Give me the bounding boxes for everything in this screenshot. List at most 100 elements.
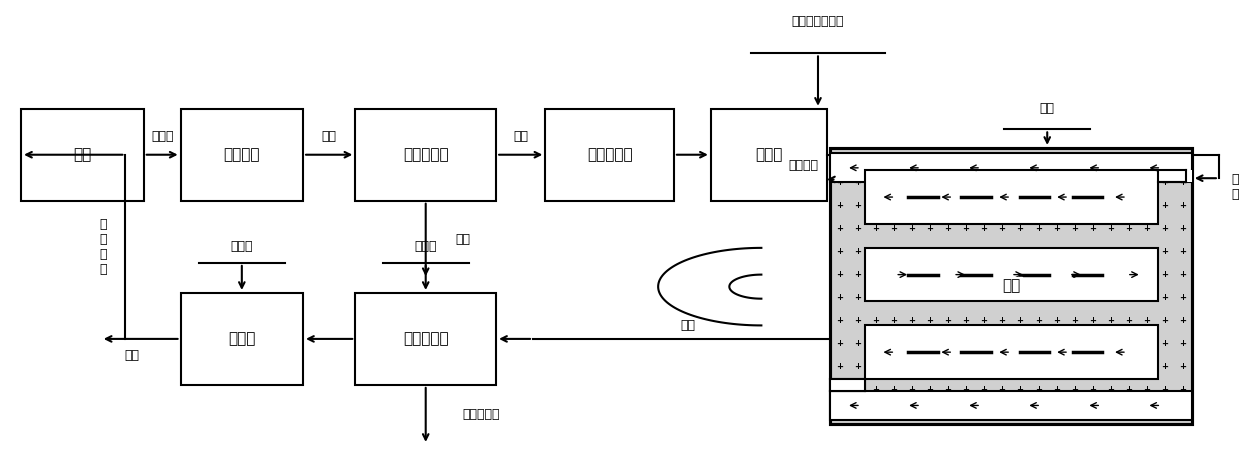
Text: 微藻: 微藻 — [1039, 102, 1055, 115]
Text: +: + — [1053, 155, 1060, 164]
Text: +: + — [1071, 362, 1078, 371]
Text: +: + — [1053, 201, 1060, 210]
Text: +: + — [998, 270, 1006, 279]
Text: +: + — [998, 293, 1006, 302]
Text: +: + — [981, 293, 987, 302]
Text: 出水: 出水 — [681, 319, 696, 332]
Text: +: + — [998, 362, 1006, 371]
Text: +: + — [962, 408, 970, 417]
Text: +: + — [1125, 201, 1132, 210]
Text: +: + — [1017, 201, 1023, 210]
Bar — [831, 379, 864, 391]
Text: +: + — [836, 247, 843, 256]
Text: +: + — [1179, 155, 1187, 164]
Text: +: + — [854, 362, 861, 371]
Text: +: + — [945, 385, 951, 394]
Text: +: + — [890, 155, 897, 164]
Text: +: + — [1017, 178, 1023, 187]
Text: +: + — [998, 178, 1006, 187]
Text: +: + — [1053, 316, 1060, 325]
Text: +: + — [926, 224, 934, 233]
Text: +: + — [962, 178, 970, 187]
Text: +: + — [1071, 316, 1078, 325]
Text: +: + — [1179, 339, 1187, 348]
Text: +: + — [1143, 178, 1151, 187]
Bar — [181, 109, 303, 201]
Text: +: + — [926, 155, 934, 164]
Bar — [355, 293, 496, 385]
Text: +: + — [890, 316, 897, 325]
Text: +: + — [872, 293, 879, 302]
Text: 猪舍: 猪舍 — [73, 147, 92, 162]
Text: 酸碱度、营养盐: 酸碱度、营养盐 — [792, 15, 844, 27]
Text: 粪、尿: 粪、尿 — [151, 130, 174, 143]
Text: +: + — [926, 316, 934, 325]
Text: 进
水: 进 水 — [1231, 173, 1239, 201]
Text: +: + — [1179, 316, 1187, 325]
Bar — [831, 153, 1192, 182]
Text: +: + — [872, 178, 879, 187]
Text: +: + — [1162, 362, 1168, 371]
Text: 收获作物: 收获作物 — [787, 159, 818, 172]
Text: +: + — [890, 339, 897, 348]
Text: +: + — [890, 293, 897, 302]
Text: +: + — [1125, 178, 1132, 187]
Text: +: + — [945, 247, 951, 256]
Text: +: + — [854, 316, 861, 325]
Text: +: + — [945, 224, 951, 233]
Text: +: + — [836, 408, 843, 417]
Text: +: + — [962, 270, 970, 279]
Text: +: + — [854, 224, 861, 233]
Text: +: + — [854, 247, 861, 256]
Text: +: + — [998, 155, 1006, 164]
Text: +: + — [908, 270, 915, 279]
Text: +: + — [1053, 339, 1060, 348]
Text: +: + — [1162, 339, 1168, 348]
Bar — [355, 109, 496, 201]
Bar — [864, 170, 1157, 224]
Text: +: + — [908, 362, 915, 371]
Text: +: + — [1071, 385, 1078, 394]
Text: +: + — [945, 408, 951, 417]
Text: +: + — [1034, 408, 1042, 417]
Text: +: + — [1034, 293, 1042, 302]
Text: +: + — [1162, 385, 1168, 394]
Text: +: + — [1143, 247, 1151, 256]
Text: +: + — [872, 201, 879, 210]
Text: +: + — [1017, 270, 1023, 279]
Text: +: + — [998, 224, 1006, 233]
Text: 絮凝沉淀池: 絮凝沉淀池 — [403, 331, 449, 346]
Text: +: + — [1107, 201, 1114, 210]
Text: +: + — [1125, 293, 1132, 302]
Text: +: + — [1107, 178, 1114, 187]
Text: +: + — [1162, 270, 1168, 279]
Bar — [21, 109, 144, 201]
Text: +: + — [1162, 316, 1168, 325]
Bar — [864, 248, 1157, 302]
Text: +: + — [1162, 224, 1168, 233]
Text: +: + — [926, 178, 934, 187]
Text: +: + — [1089, 155, 1096, 164]
Text: +: + — [854, 201, 861, 210]
Text: +: + — [836, 178, 843, 187]
Text: +: + — [890, 201, 897, 210]
Text: +: + — [1107, 247, 1114, 256]
Text: +: + — [1071, 293, 1078, 302]
Text: +: + — [872, 270, 879, 279]
Text: +: + — [1125, 247, 1132, 256]
Text: +: + — [1017, 316, 1023, 325]
Text: +: + — [908, 408, 915, 417]
Text: +: + — [981, 201, 987, 210]
Text: +: + — [872, 408, 879, 417]
Text: +: + — [872, 224, 879, 233]
Text: 排放: 排放 — [124, 349, 139, 362]
Text: +: + — [998, 408, 1006, 417]
Text: +: + — [872, 155, 879, 164]
Text: +: + — [1143, 362, 1151, 371]
Text: +: + — [1179, 408, 1187, 417]
Text: +: + — [1107, 339, 1114, 348]
Text: +: + — [1089, 408, 1096, 417]
Text: +: + — [1089, 339, 1096, 348]
Text: +: + — [1162, 201, 1168, 210]
Text: +: + — [872, 247, 879, 256]
